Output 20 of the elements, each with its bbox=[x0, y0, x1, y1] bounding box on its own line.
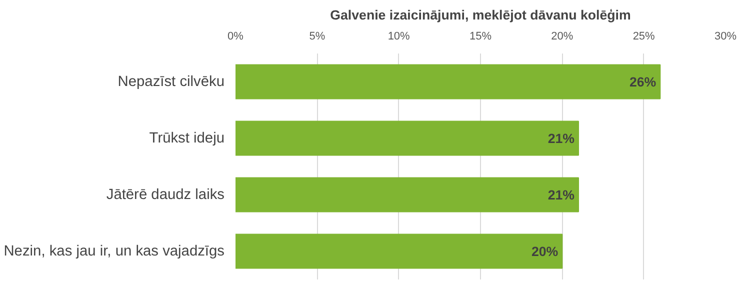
y-tick-label: Jātērē daudz laiks bbox=[106, 186, 225, 203]
x-tick-label: 30% bbox=[714, 30, 737, 42]
x-tick-label: 20% bbox=[551, 30, 574, 42]
y-tick-label: Nezin, kas jau ir, un kas vajadzīgs bbox=[4, 243, 225, 260]
bar bbox=[236, 177, 579, 212]
data-label: 20% bbox=[531, 244, 558, 259]
x-tick-label: 15% bbox=[469, 30, 492, 42]
bar bbox=[236, 120, 579, 156]
y-tick-label: Trūkst ideju bbox=[149, 130, 225, 146]
chart-title: Galvenie izaicinājumi, meklējot dāvanu kolēģim bbox=[330, 8, 632, 22]
x-tick-label: 25% bbox=[632, 30, 656, 42]
x-tick-label: 10% bbox=[388, 30, 410, 42]
y-tick-label: Nepazīst cilvēku bbox=[118, 74, 225, 90]
data-label: 21% bbox=[548, 187, 575, 202]
data-label: 26% bbox=[629, 74, 656, 90]
x-tick-label: 0% bbox=[228, 30, 244, 42]
data-label: 21% bbox=[548, 130, 575, 146]
bar bbox=[236, 234, 563, 269]
bar bbox=[236, 64, 661, 100]
x-tick-label: 5% bbox=[309, 30, 326, 42]
